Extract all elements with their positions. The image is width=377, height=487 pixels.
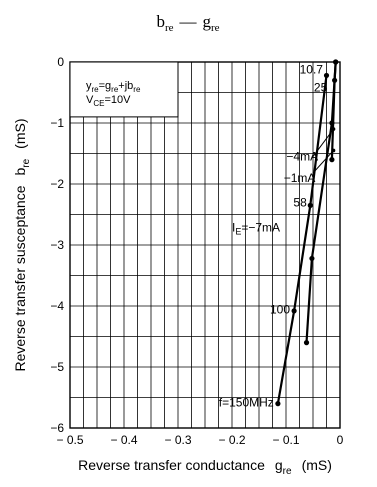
data-point bbox=[332, 77, 338, 83]
annotation-label: 58 bbox=[293, 195, 307, 209]
data-point bbox=[329, 157, 335, 163]
x-tick-label: 0 bbox=[337, 433, 344, 447]
series-lines bbox=[275, 59, 339, 407]
y-tick-label: −4 bbox=[50, 299, 64, 313]
x-tick-labels: − 0.5 − 0.4 − 0.3 − 0.2 − 0.1 0 bbox=[56, 433, 343, 447]
y-tick-label: −2 bbox=[50, 177, 64, 191]
y-axis-label: Reverse transfer susceptancebre(mS) bbox=[12, 118, 32, 371]
y-tick-label: −6 bbox=[50, 421, 64, 435]
leader-arrowhead bbox=[331, 148, 336, 153]
data-point bbox=[291, 308, 297, 314]
y-tick-labels: 0 −1 −2 −3 −4 −5 −6 bbox=[50, 55, 64, 435]
data-point bbox=[275, 401, 281, 407]
x-axis-label: Reverse transfer conductance gre (mS) bbox=[78, 457, 332, 477]
data-point bbox=[307, 202, 313, 208]
data-point bbox=[303, 340, 310, 346]
data-point bbox=[333, 59, 339, 65]
y-tick-label: 0 bbox=[57, 55, 64, 69]
grid-lines bbox=[69, 61, 341, 429]
annotation-label: −4mA bbox=[286, 150, 318, 164]
data-point bbox=[323, 72, 330, 79]
leader-line bbox=[312, 150, 334, 174]
x-tick-label: − 0.5 bbox=[56, 433, 83, 447]
annotation-label: −1mA bbox=[284, 171, 316, 185]
y-tick-label: −1 bbox=[50, 116, 64, 130]
leader-line bbox=[312, 128, 334, 157]
conditions-equation: yre=gre+jbre bbox=[86, 80, 141, 94]
x-tick-label: − 0.1 bbox=[272, 433, 299, 447]
conditions-vce: VCE=10V bbox=[86, 94, 131, 108]
x-tick-label: − 0.2 bbox=[218, 433, 245, 447]
series-line-0 bbox=[276, 75, 328, 404]
x-tick-label: − 0.4 bbox=[110, 433, 137, 447]
chart-title: bre — gre bbox=[156, 12, 219, 34]
conditions-box-frame bbox=[69, 61, 179, 118]
leader-lines bbox=[312, 127, 336, 174]
series-label-ie-7ma: IE=−7mA bbox=[232, 221, 280, 237]
plot-frame bbox=[69, 61, 341, 429]
series-line-2 bbox=[330, 61, 337, 160]
y-tick-label: −5 bbox=[50, 360, 64, 374]
y-tick-label: −3 bbox=[50, 238, 64, 252]
x-tick-label: − 0.3 bbox=[164, 433, 191, 447]
annotation-label: 100 bbox=[270, 303, 290, 317]
annotation-label: 25 bbox=[314, 81, 328, 95]
leader-arrowhead bbox=[331, 127, 336, 131]
annotations: 10.7 25 58 100 f=150MHz −4mA −1mA bbox=[219, 62, 328, 409]
annotation-label: 10.7 bbox=[300, 62, 324, 76]
annotation-label: f=150MHz bbox=[219, 395, 274, 409]
conditions-box: yre=gre+jbre VCE=10V bbox=[69, 61, 179, 118]
data-point bbox=[309, 255, 315, 262]
